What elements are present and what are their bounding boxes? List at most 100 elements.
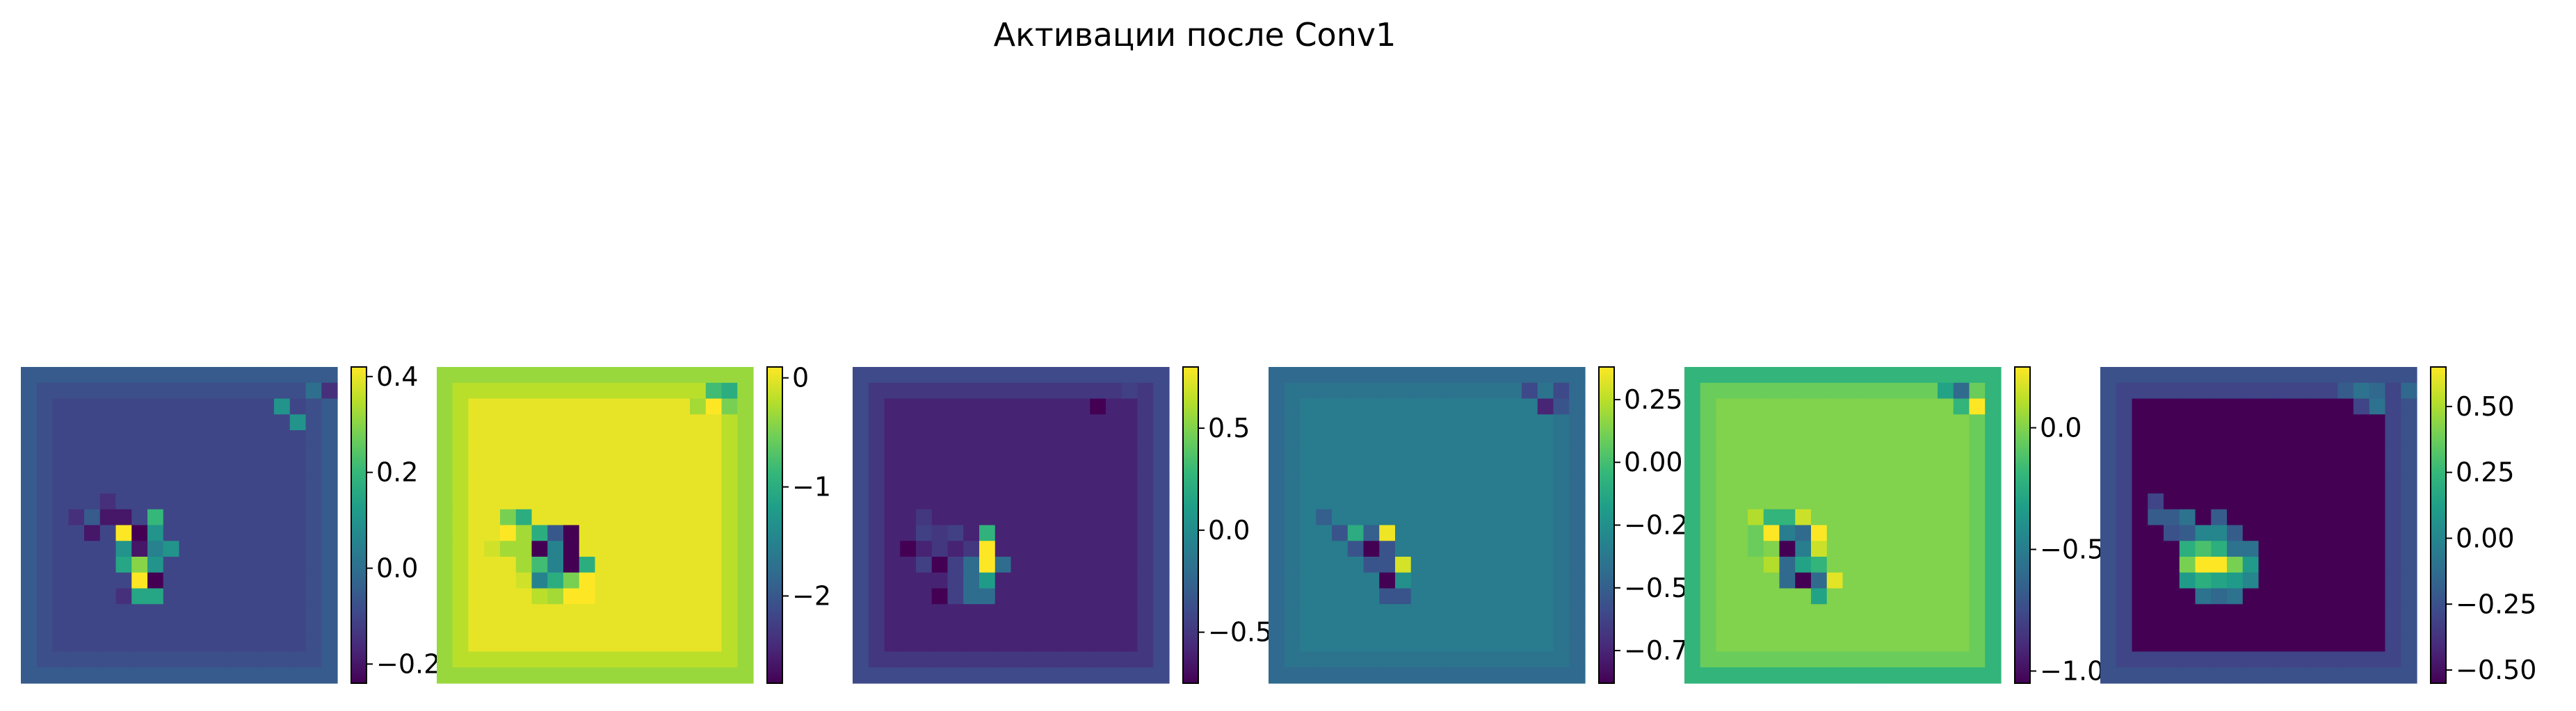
heatmap-cell — [1763, 557, 1780, 573]
heatmap-cell — [195, 446, 211, 463]
heatmap-cell — [258, 525, 275, 541]
heatmap-cell — [2401, 604, 2417, 621]
heatmap-cell — [258, 461, 275, 478]
heatmap-cell — [1284, 414, 1301, 431]
heatmap-cell — [531, 557, 548, 573]
heatmap-cell — [1906, 557, 1922, 573]
heatmap-cell — [484, 620, 501, 637]
heatmap-cell — [579, 367, 596, 384]
heatmap-cell — [1284, 667, 1301, 684]
heatmap-cell — [258, 509, 275, 526]
heatmap-cell — [1090, 446, 1106, 463]
heatmap-cell — [258, 446, 275, 463]
heatmap-cell — [68, 541, 85, 557]
heatmap-cell — [274, 367, 291, 384]
heatmap-cell — [1074, 525, 1090, 541]
heatmap-cell — [242, 477, 259, 494]
heatmap-cell — [1842, 382, 1859, 400]
heatmap-cell — [1826, 461, 1844, 478]
heatmap-cell — [579, 557, 596, 573]
heatmap-cell — [1490, 667, 1506, 684]
heatmap-cell — [1906, 398, 1922, 415]
heatmap-cell — [131, 509, 148, 526]
heatmap-cell — [547, 477, 564, 494]
heatmap-cell — [931, 382, 949, 400]
heatmap-cell — [2164, 493, 2180, 510]
heatmap-cell — [1938, 461, 1954, 478]
heatmap-cell — [1332, 446, 1349, 463]
heatmap-cell — [1522, 382, 1538, 400]
heatmap-cell — [721, 620, 738, 637]
heatmap-cell — [611, 635, 627, 653]
heatmap-cell — [674, 414, 691, 431]
heatmap-cell — [1985, 493, 2002, 510]
heatmap-cell — [52, 477, 69, 494]
heatmap-cell — [2100, 398, 2117, 415]
heatmap-cell — [1716, 667, 1732, 684]
heatmap-cell — [2148, 367, 2164, 384]
heatmap-cell — [2100, 493, 2117, 510]
heatmap-cell — [721, 525, 738, 541]
heatmap-cell — [547, 635, 564, 653]
heatmap-cell — [1985, 651, 2002, 668]
heatmap-cell — [1763, 461, 1780, 478]
heatmap-cell — [1106, 382, 1122, 400]
heatmap-cell — [658, 430, 675, 447]
heatmap-cell — [531, 461, 548, 478]
heatmap-cell — [1553, 620, 1570, 637]
heatmap-cell — [2227, 493, 2244, 510]
heatmap-cell — [674, 667, 691, 684]
heatmap-cell — [1426, 667, 1443, 684]
heatmap-cell — [1716, 620, 1732, 637]
heatmap-cell — [627, 461, 643, 478]
heatmap-cell — [1537, 572, 1554, 589]
heatmap-cell — [1890, 461, 1907, 478]
heatmap-cell — [1379, 620, 1396, 637]
heatmap-cell — [21, 493, 38, 510]
heatmap-cell — [1332, 367, 1349, 384]
heatmap-cell — [737, 477, 754, 494]
heatmap-cell — [1332, 461, 1349, 478]
heatmap-cell — [1332, 398, 1349, 415]
heatmap-cell — [2369, 620, 2386, 637]
heatmap-cell — [515, 382, 533, 400]
heatmap-cell — [305, 635, 322, 653]
heatmap-cell — [321, 446, 338, 463]
heatmap-cell — [1137, 461, 1154, 478]
heatmap-cell — [2305, 541, 2323, 557]
heatmap-cell — [2164, 509, 2180, 526]
heatmap-cell — [1763, 493, 1780, 510]
heatmap-cell — [1874, 398, 1891, 415]
heatmap-cell — [274, 620, 291, 637]
heatmap-cell — [1153, 446, 1170, 463]
heatmap-cell — [1684, 651, 1701, 668]
heatmap-cell — [595, 541, 611, 557]
heatmap-cell — [674, 382, 691, 400]
heatmap-cell — [900, 572, 917, 589]
heatmap-cell — [1795, 382, 1812, 400]
heatmap-cell — [1700, 461, 1717, 478]
heatmap-cell — [595, 382, 611, 400]
heatmap-cell — [1732, 509, 1748, 526]
heatmap-cell — [1458, 493, 1475, 510]
heatmap-cell — [1985, 477, 2002, 494]
heatmap-cell — [2132, 635, 2148, 653]
heatmap-cell — [995, 493, 1012, 510]
heatmap-cell — [21, 572, 38, 589]
heatmap-cell — [84, 667, 101, 684]
heatmap-cell — [642, 651, 659, 668]
heatmap-cell — [1716, 382, 1732, 400]
colorbar-tick-label: −0.50 — [2456, 655, 2536, 685]
heatmap-cell — [131, 541, 148, 557]
heatmap-cell — [147, 541, 164, 557]
heatmap-cell — [179, 493, 195, 510]
heatmap-cell — [884, 620, 901, 637]
heatmap-cell — [1011, 525, 1027, 541]
heatmap-cell — [1442, 572, 1459, 589]
heatmap-cell — [1106, 509, 1122, 526]
heatmap-cell — [579, 398, 596, 415]
heatmap-cell — [916, 430, 933, 447]
heatmap-cell — [2369, 367, 2386, 384]
heatmap-cell — [690, 430, 707, 447]
heatmap-cell — [721, 572, 738, 589]
